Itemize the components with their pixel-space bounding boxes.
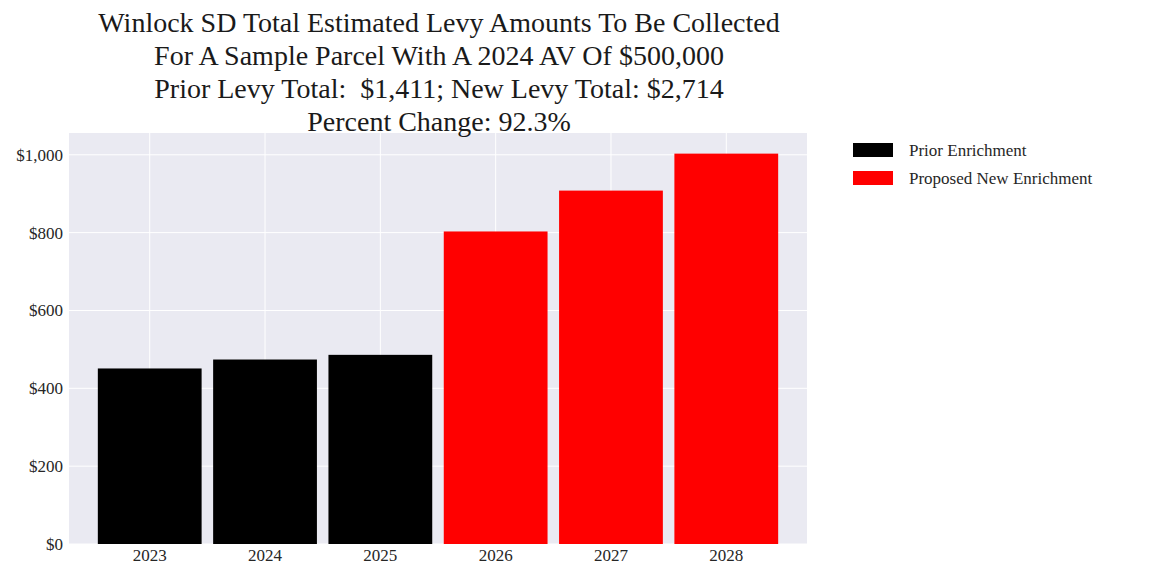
legend-swatch <box>853 143 893 157</box>
bar <box>98 368 202 544</box>
y-tick-label: $1,000 <box>16 146 63 165</box>
bar <box>444 231 548 544</box>
y-tick-label: $400 <box>29 379 63 398</box>
y-tick-label: $0 <box>46 535 63 554</box>
x-tick-label: 2024 <box>248 546 283 565</box>
bar <box>674 154 778 544</box>
title: Winlock SD Total Estimated Levy Amounts … <box>98 7 779 38</box>
chart: $0 $200 $400 $600 $800 $1,000 2023 2024 2025 2026… <box>0 0 1152 576</box>
title: Prior Levy Total: $1,411; New Levy Total… <box>154 73 724 104</box>
x-tick-label: 2026 <box>479 546 513 565</box>
legend-label: Proposed New Enrichment <box>909 169 1092 188</box>
x-tick-label: 2028 <box>709 546 743 565</box>
legend-swatch <box>853 171 893 185</box>
title: For A Sample Parcel With A 2024 AV Of $5… <box>154 40 724 71</box>
y-tick-label: $800 <box>29 224 63 243</box>
legend-label: Prior Enrichment <box>909 141 1027 160</box>
x-tick-label: 2025 <box>363 546 397 565</box>
title: Percent Change: 92.3% <box>307 106 571 137</box>
bar <box>559 191 663 544</box>
bar <box>328 355 432 544</box>
plot-background <box>69 133 807 544</box>
x-tick-label: 2027 <box>594 546 629 565</box>
chart-root: $0 $200 $400 $600 $800 $1,000 2023 2024 2025 2026… <box>0 0 1152 576</box>
bars <box>98 154 778 544</box>
x-tick-label: 2023 <box>133 546 167 565</box>
y-tick-label: $600 <box>29 301 63 320</box>
y-tick-label: $200 <box>29 457 63 476</box>
bar <box>213 360 317 544</box>
